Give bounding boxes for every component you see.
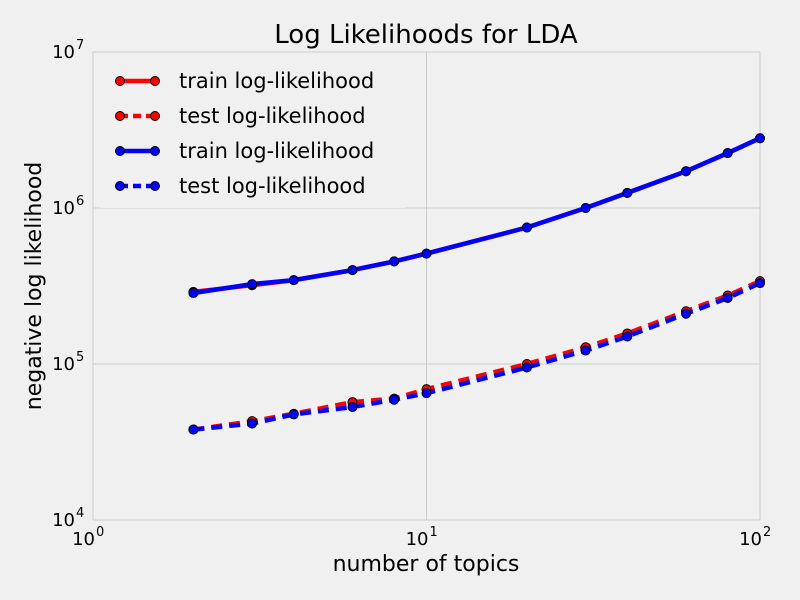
series-4 — [188, 278, 765, 435]
data-point — [521, 362, 532, 373]
series-layer — [188, 133, 765, 435]
y-tick-label: 10 6 — [52, 194, 84, 219]
y-tick-base: 10 — [52, 198, 75, 219]
x-axis-label: number of topics — [333, 552, 520, 577]
legend: train log-likelihood test log-likelihood t… — [100, 60, 405, 208]
legend-marker — [150, 146, 160, 156]
y-axis-label: negative log likelihood — [22, 162, 47, 411]
legend-marker — [115, 111, 125, 121]
legend-entry: train log-likelihood — [115, 69, 374, 93]
y-tick-base: 10 — [52, 510, 75, 531]
data-point — [421, 248, 432, 259]
legend-entry: test log-likelihood — [115, 174, 366, 198]
legend-marker — [115, 76, 125, 86]
y-tick-exponent: 6 — [76, 194, 84, 209]
x-tick-base: 10 — [72, 529, 95, 550]
x-tick-label: 10 1 — [406, 525, 438, 550]
data-point — [188, 288, 199, 299]
data-point — [288, 275, 299, 286]
y-tick-label: 10 7 — [52, 38, 84, 63]
data-point — [288, 409, 299, 420]
x-tick-exponent: 0 — [96, 525, 104, 540]
series-2 — [188, 276, 765, 435]
legend-marker — [150, 181, 160, 191]
x-tick-base: 10 — [739, 529, 762, 550]
legend-entry: train log-likelihood — [115, 139, 374, 163]
data-point — [247, 418, 258, 429]
data-point — [580, 203, 591, 213]
y-tick-label: 10 4 — [52, 506, 84, 531]
data-point — [347, 402, 358, 413]
y-tick-base: 10 — [52, 354, 75, 375]
data-point — [622, 187, 633, 198]
legend-marker — [115, 146, 125, 156]
x-tick-labels: 10 0 10 1 10 2 — [72, 525, 771, 550]
data-point — [247, 279, 258, 290]
chart-title: Log Likelihoods for LDA — [274, 20, 578, 50]
legend-marker — [150, 111, 160, 121]
data-point — [755, 133, 765, 144]
data-point — [722, 292, 733, 303]
data-point — [188, 424, 199, 435]
data-point — [347, 265, 358, 276]
legend-label: test log-likelihood — [179, 174, 366, 198]
series-line — [193, 136, 761, 296]
series-3 — [188, 133, 765, 299]
legend-marker — [150, 76, 160, 86]
series-line — [193, 279, 761, 432]
data-point — [580, 345, 591, 356]
legend-marker — [115, 181, 125, 191]
data-point — [681, 308, 692, 319]
data-point — [755, 278, 765, 289]
data-point — [681, 166, 692, 177]
x-tick-label: 10 0 — [72, 525, 104, 550]
x-tick-label: 10 2 — [739, 525, 771, 550]
y-tick-base: 10 — [52, 42, 75, 63]
y-tick-label: 10 5 — [52, 350, 84, 375]
data-point — [622, 331, 633, 342]
x-tick-exponent: 2 — [763, 525, 771, 540]
y-tick-exponent: 7 — [76, 38, 84, 53]
data-point — [389, 256, 400, 267]
legend-label: train log-likelihood — [179, 69, 374, 93]
legend-label: train log-likelihood — [179, 139, 374, 163]
legend-entry: test log-likelihood — [115, 104, 366, 128]
data-point — [521, 222, 532, 233]
y-tick-exponent: 5 — [76, 350, 84, 365]
series-line — [193, 281, 761, 432]
legend-label: test log-likelihood — [179, 104, 366, 128]
x-tick-exponent: 1 — [430, 525, 438, 540]
data-point — [421, 388, 432, 399]
x-tick-base: 10 — [406, 529, 429, 550]
data-point — [389, 394, 400, 405]
y-tick-exponent: 4 — [76, 506, 84, 521]
data-point — [722, 148, 733, 159]
